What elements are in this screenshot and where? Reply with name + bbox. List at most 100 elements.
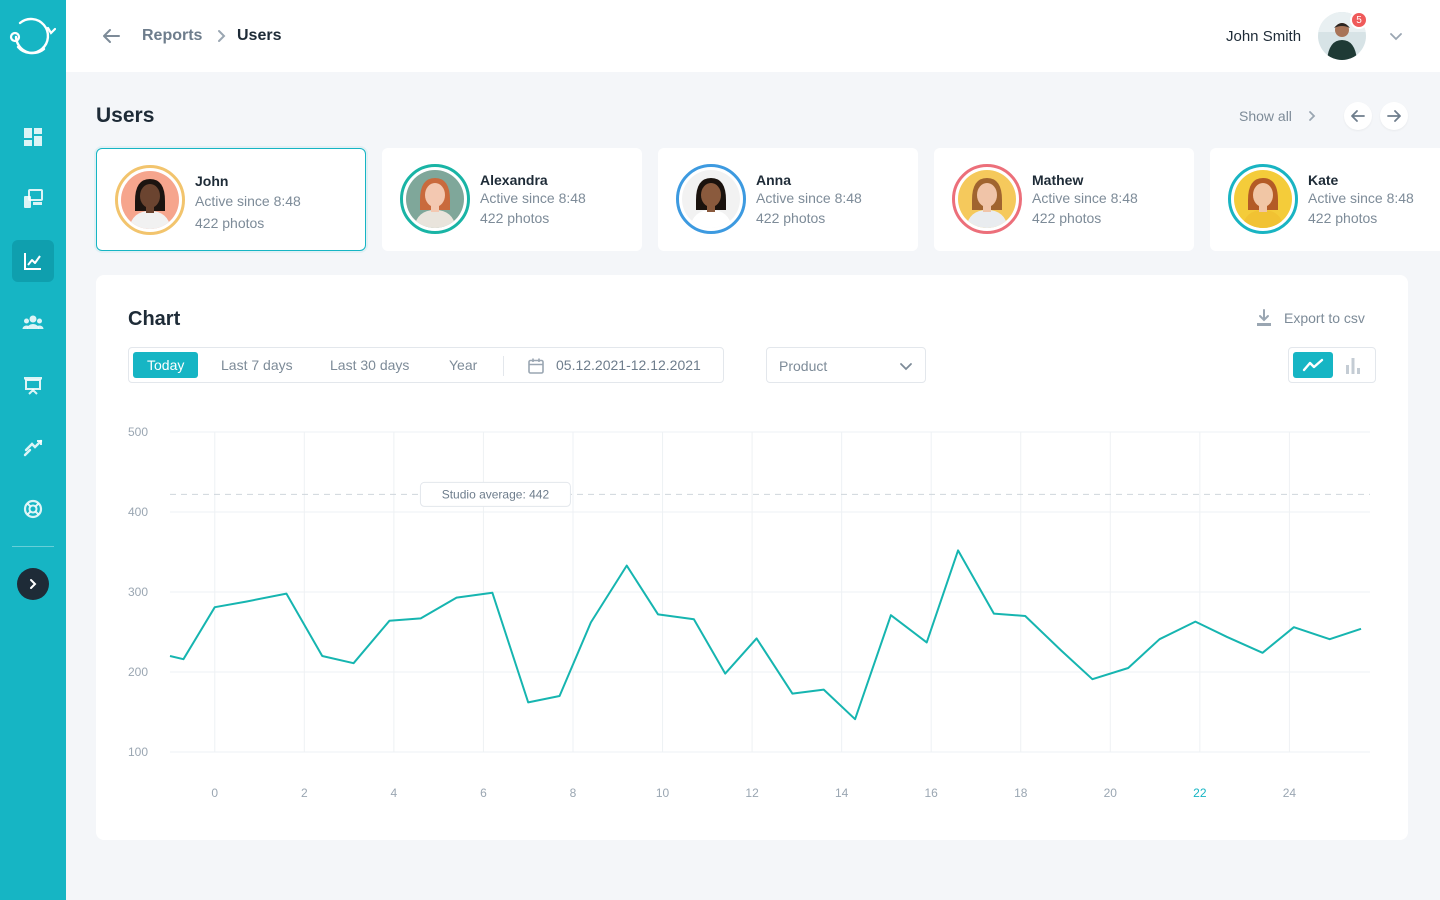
export-csv-label: Export to csv bbox=[1284, 310, 1365, 326]
data-point[interactable] bbox=[788, 690, 796, 698]
sidebar-item-devices[interactable] bbox=[12, 178, 54, 220]
data-point[interactable] bbox=[1156, 635, 1164, 643]
data-point[interactable] bbox=[820, 686, 828, 694]
data-point[interactable] bbox=[1124, 664, 1132, 672]
user-photo-icon bbox=[682, 170, 740, 228]
user-card[interactable]: Kate Active since 8:48 422 photos bbox=[1210, 148, 1440, 251]
data-point[interactable] bbox=[887, 611, 895, 619]
x-tick-label[interactable]: 20 bbox=[1104, 786, 1118, 800]
range-divider bbox=[503, 356, 504, 376]
chevron-down-icon[interactable] bbox=[1388, 28, 1404, 44]
range-today-button[interactable]: Today bbox=[133, 352, 199, 378]
data-point[interactable] bbox=[1191, 618, 1199, 626]
users-section-title: Users bbox=[96, 104, 155, 127]
data-point[interactable] bbox=[1021, 612, 1029, 620]
export-csv-button[interactable]: Export to csv bbox=[1256, 309, 1365, 327]
sidebar-item-transfers[interactable] bbox=[12, 426, 54, 468]
x-tick-label[interactable]: 8 bbox=[570, 786, 577, 800]
studio-average-label-box bbox=[419, 481, 571, 507]
x-tick-label[interactable]: 16 bbox=[925, 786, 939, 800]
data-point[interactable] bbox=[179, 655, 187, 663]
app-logo[interactable] bbox=[8, 13, 56, 59]
range-last-30-days-button[interactable]: Last 30 days bbox=[330, 357, 410, 373]
data-point[interactable] bbox=[954, 546, 962, 554]
expand-sidebar-button[interactable] bbox=[17, 568, 49, 600]
transfer-icon bbox=[23, 439, 43, 457]
user-active-since: Active since 8:48 bbox=[756, 190, 862, 206]
x-tick-label[interactable]: 2 bbox=[301, 786, 308, 800]
sidebar-item-dashboard[interactable] bbox=[12, 116, 54, 158]
user-card[interactable]: Alexandra Active since 8:48 422 photos bbox=[382, 148, 642, 251]
data-point[interactable] bbox=[753, 634, 761, 642]
data-point[interactable] bbox=[211, 603, 219, 611]
x-tick-label[interactable]: 12 bbox=[745, 786, 759, 800]
users-prev-button[interactable] bbox=[1344, 102, 1372, 130]
sidebar-item-support[interactable] bbox=[12, 488, 54, 530]
calendar-icon[interactable] bbox=[527, 357, 545, 375]
data-point[interactable] bbox=[453, 594, 461, 602]
bar-view-button[interactable] bbox=[1333, 352, 1373, 378]
data-point[interactable] bbox=[417, 614, 425, 622]
user-active-since: Active since 8:48 bbox=[1032, 190, 1138, 206]
date-range-value[interactable]: 05.12.2021-12.12.2021 bbox=[556, 357, 701, 373]
data-point[interactable] bbox=[1326, 635, 1334, 643]
x-tick-label[interactable]: 18 bbox=[1014, 786, 1028, 800]
sidebar bbox=[0, 0, 66, 900]
data-point[interactable] bbox=[1290, 623, 1298, 631]
data-point[interactable] bbox=[1223, 633, 1231, 641]
data-point[interactable] bbox=[623, 562, 631, 570]
sidebar-item-users[interactable] bbox=[12, 302, 54, 344]
breadcrumb-current: Users bbox=[237, 27, 282, 44]
data-point[interactable] bbox=[242, 598, 250, 606]
x-tick-label[interactable]: 10 bbox=[656, 786, 670, 800]
data-point[interactable] bbox=[690, 615, 698, 623]
data-point[interactable] bbox=[587, 618, 595, 626]
data-point[interactable] bbox=[488, 589, 496, 597]
show-all-link[interactable]: Show all bbox=[1239, 108, 1292, 124]
data-point[interactable] bbox=[1259, 649, 1267, 657]
data-point[interactable] bbox=[282, 590, 290, 598]
sidebar-divider bbox=[12, 546, 54, 547]
x-tick-label[interactable]: 22 bbox=[1193, 786, 1207, 800]
users-next-button[interactable] bbox=[1380, 102, 1408, 130]
user-card[interactable]: John Active since 8:48 422 photos bbox=[96, 148, 366, 251]
data-point[interactable] bbox=[1088, 675, 1096, 683]
range-year-button[interactable]: Year bbox=[449, 357, 478, 373]
product-select[interactable]: Product bbox=[766, 347, 926, 383]
data-point[interactable] bbox=[990, 610, 998, 618]
x-tick-label[interactable]: 24 bbox=[1283, 786, 1297, 800]
user-card[interactable]: Anna Active since 8:48 422 photos bbox=[658, 148, 918, 251]
user-photo-icon bbox=[1234, 170, 1292, 228]
data-point[interactable] bbox=[721, 670, 729, 678]
chevron-right-icon[interactable] bbox=[1306, 109, 1318, 123]
data-point[interactable] bbox=[1057, 646, 1065, 654]
data-point[interactable] bbox=[166, 652, 174, 660]
data-point[interactable] bbox=[851, 715, 859, 723]
date-range-selector: Today Last 7 days Last 30 days Year 05.1… bbox=[128, 347, 724, 383]
data-point[interactable] bbox=[350, 659, 358, 667]
sidebar-item-presentations[interactable] bbox=[12, 364, 54, 406]
current-user-name[interactable]: John Smith bbox=[1226, 28, 1302, 45]
data-point[interactable] bbox=[1357, 625, 1365, 633]
back-arrow-icon[interactable] bbox=[100, 25, 122, 47]
dashboard-icon bbox=[24, 128, 42, 146]
user-card[interactable]: Mathew Active since 8:48 422 photos bbox=[934, 148, 1194, 251]
data-point[interactable] bbox=[923, 638, 931, 646]
line-view-button[interactable] bbox=[1293, 352, 1333, 378]
sidebar-item-reports[interactable] bbox=[12, 240, 54, 282]
breadcrumb-parent[interactable]: Reports bbox=[142, 27, 203, 44]
bar-chart-icon bbox=[1346, 358, 1360, 374]
x-tick-label[interactable]: 4 bbox=[391, 786, 398, 800]
range-last-7-days-button[interactable]: Last 7 days bbox=[221, 357, 293, 373]
data-point[interactable] bbox=[556, 692, 564, 700]
x-tick-label[interactable]: 14 bbox=[835, 786, 849, 800]
data-point[interactable] bbox=[385, 617, 393, 625]
user-avatar bbox=[952, 164, 1022, 234]
data-point[interactable] bbox=[318, 652, 326, 660]
x-tick-label[interactable]: 0 bbox=[211, 786, 218, 800]
notification-badge[interactable]: 5 bbox=[1350, 11, 1368, 29]
data-point[interactable] bbox=[524, 698, 532, 706]
y-tick-label: 200 bbox=[128, 665, 148, 679]
data-point[interactable] bbox=[654, 610, 662, 618]
x-tick-label[interactable]: 6 bbox=[480, 786, 487, 800]
